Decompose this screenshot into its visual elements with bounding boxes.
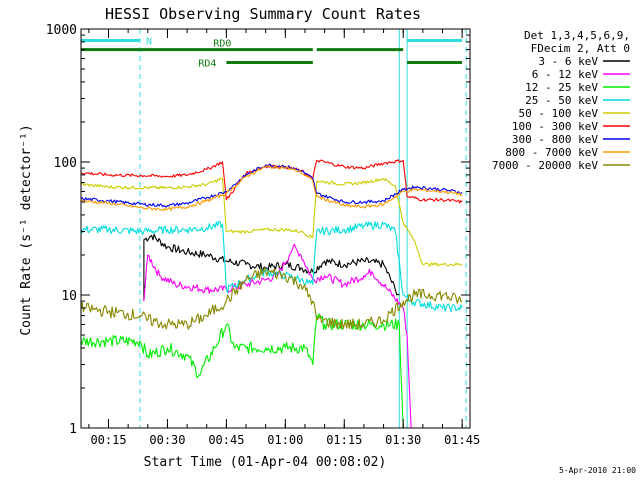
y-tick-label-3: 1000 [46,23,77,38]
legend-label-5: 100 - 300 keV [512,120,598,133]
plot-timestamp: 5-Apr-2010 21:00 [559,466,636,475]
series-line-6 [80,163,463,208]
legend-label-4: 50 - 100 keV [519,107,599,120]
x-tick-label-4: 01:15 [326,433,362,447]
x-tick-label-0: 00:15 [90,433,126,447]
y-tick-label-1: 10 [61,289,77,304]
axis-ticks: 00:15 00:30 00:45 01:00 01:15 01:30 01:45 1 10 10… [46,23,481,447]
y-tick-label-2: 100 [54,156,77,171]
series-line-2 [80,313,404,429]
y-axis-label: Count Rate (s⁻¹ detector⁻¹) [19,124,34,335]
plot-frame [80,28,471,429]
legend-label-7: 800 - 7000 keV [505,146,598,159]
chart-title: HESSI Observing Summary Count Rates [105,5,421,23]
series-lines [80,159,463,429]
x-tick-label-1: 00:30 [149,433,185,447]
series-line-4 [80,177,463,267]
legend-header-line-1: FDecim 2, Att 0 [531,42,630,55]
legend: Det 1,3,4,5,6,9,FDecim 2, Att 03 - 6 keV… [492,29,630,172]
series-line-8 [80,267,463,331]
flag-label-n: N [146,36,152,47]
flag-label-rd4: RD4 [198,58,216,69]
legend-label-8: 7000 - 20000 keV [492,159,598,172]
legend-label-6: 300 - 800 keV [512,133,598,146]
x-tick-label-5: 01:30 [385,433,421,447]
series-line-3 [80,220,463,313]
x-tick-label-6: 01:45 [444,433,480,447]
legend-label-3: 25 - 50 keV [525,94,598,107]
series-line-1 [143,243,412,429]
flag-label-rd0: RD0 [213,39,231,50]
legend-label-0: 3 - 6 keV [538,55,598,68]
x-axis-label: Start Time (01-Apr-04 00:08:02) [144,455,387,470]
y-tick-label-0: 1 [69,422,77,437]
state-flags: N RD0 RD4 [81,36,463,69]
x-tick-label-3: 01:00 [267,433,303,447]
series-line-7 [80,164,463,212]
legend-label-2: 12 - 25 keV [525,81,598,94]
y-axis-label-text: Count Rate (s⁻¹ detector⁻¹) [19,124,34,335]
series-line-0 [143,233,400,302]
x-tick-label-2: 00:45 [208,433,244,447]
legend-header-line-0: Det 1,3,4,5,6,9, [524,29,630,42]
legend-label-1: 6 - 12 keV [532,68,599,81]
